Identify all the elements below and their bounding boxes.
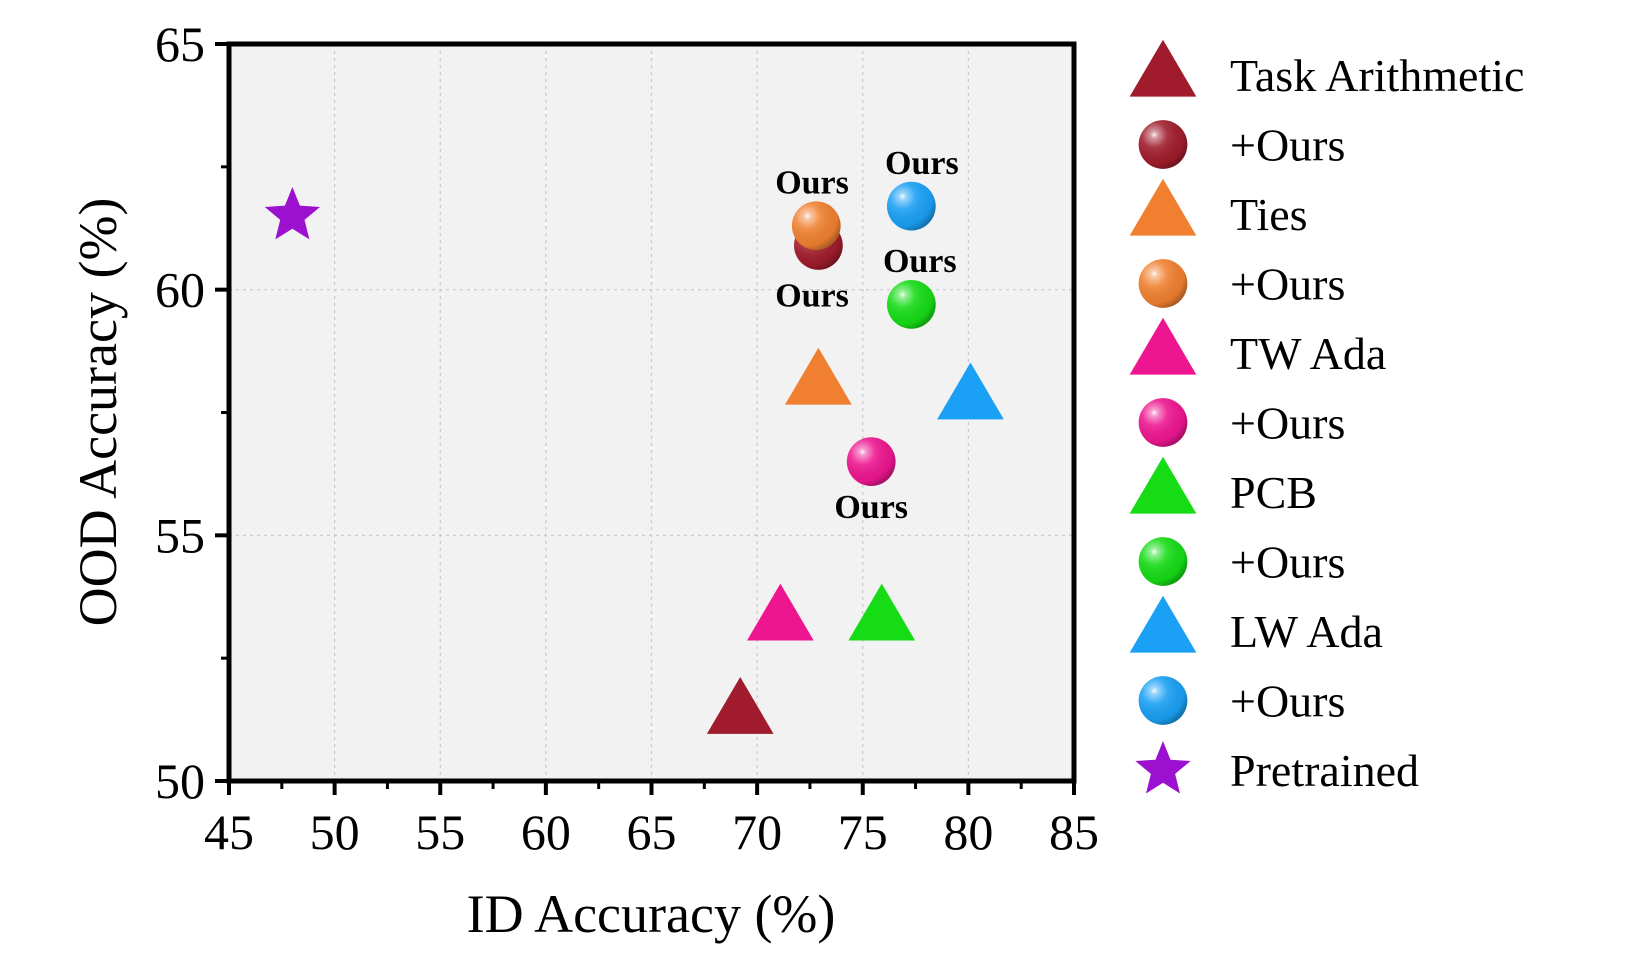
x-tick-label: 75: [838, 804, 888, 860]
x-tick-label: 65: [627, 804, 677, 860]
ours-annotation: Ours: [883, 243, 957, 280]
legend-label: +Ours: [1230, 398, 1345, 449]
plot-background: [229, 44, 1074, 781]
point-sphere: [886, 280, 936, 329]
legend: Task Arithmetic +Ours Ties +Ours TW Ada +Ours…: [1129, 39, 1524, 796]
legend-marker-triangle: [1129, 595, 1197, 653]
point-triangle: [937, 362, 1004, 420]
legend-label: Pretrained: [1230, 745, 1419, 796]
legend-marker-star: [1135, 741, 1191, 794]
legend-label: +Ours: [1230, 676, 1345, 727]
point-triangle: [706, 676, 774, 734]
point-sphere-shine: [886, 280, 936, 329]
legend-marker-sphere-shine: [1138, 120, 1188, 169]
legend-marker-triangle: [1129, 456, 1197, 514]
ours-annotation: Ours: [885, 145, 959, 182]
legend-marker-triangle: [1129, 39, 1197, 97]
legend-label: TW Ada: [1230, 328, 1386, 379]
point-sphere-shine: [791, 201, 841, 251]
point-triangle: [747, 583, 814, 641]
point-triangle: [785, 347, 852, 405]
legend-label: PCB: [1230, 467, 1317, 518]
data-points: [264, 181, 1004, 734]
legend-marker-triangle: [1129, 317, 1197, 375]
x-tick-label: 50: [310, 804, 360, 860]
legend-label: Ties: [1230, 189, 1308, 240]
ours-annotation: Ours: [775, 165, 849, 202]
x-tick-label: 85: [1049, 804, 1099, 860]
point-sphere: [791, 201, 841, 251]
legend-marker-sphere: [1138, 676, 1188, 725]
legend-marker-sphere-shine: [1138, 537, 1188, 586]
point-star: [264, 187, 320, 240]
ours-annotation: Ours: [834, 489, 908, 526]
y-tick-label: 55: [155, 507, 205, 563]
y-tick-label: 60: [155, 262, 205, 318]
x-tick-label: 55: [415, 804, 465, 860]
legend-label: +Ours: [1230, 537, 1345, 588]
y-tick-label: 50: [155, 753, 205, 809]
legend-marker-sphere: [1138, 537, 1188, 586]
y-axis-label: OOD Accuracy (%): [68, 198, 128, 627]
legend-marker-sphere: [1138, 398, 1188, 447]
legend-marker-sphere-shine: [1138, 259, 1188, 308]
legend-label: LW Ada: [1230, 606, 1383, 657]
x-tick-label: 45: [204, 804, 254, 860]
legend-marker-triangle: [1129, 178, 1197, 236]
x-axis-label: ID Accuracy (%): [467, 884, 836, 944]
y-tick-label: 65: [155, 16, 205, 72]
point-triangle: [848, 583, 916, 641]
point-sphere: [846, 437, 896, 486]
x-tick-label: 60: [521, 804, 571, 860]
legend-label: +Ours: [1230, 259, 1345, 310]
legend-marker-sphere: [1138, 259, 1188, 308]
legend-label: Task Arithmetic: [1230, 50, 1524, 101]
point-sphere-shine: [846, 437, 896, 486]
x-tick-label: 70: [732, 804, 782, 860]
point-sphere: [886, 181, 936, 231]
legend-marker-sphere-shine: [1138, 676, 1188, 725]
point-sphere-shine: [886, 181, 936, 231]
legend-marker-sphere-shine: [1138, 398, 1188, 447]
grid: [229, 44, 1074, 781]
annotations: Ours Ours Ours Ours Ours: [775, 145, 959, 526]
legend-marker-sphere: [1138, 120, 1188, 169]
ours-annotation: Ours: [775, 278, 849, 315]
x-tick-label: 80: [943, 804, 993, 860]
legend-label: +Ours: [1230, 120, 1345, 171]
